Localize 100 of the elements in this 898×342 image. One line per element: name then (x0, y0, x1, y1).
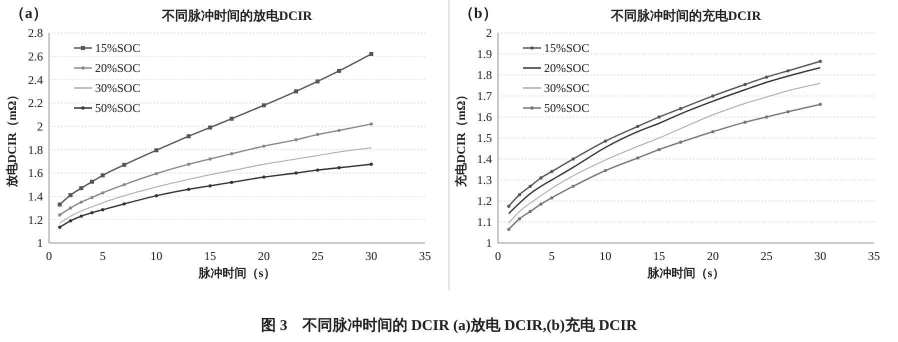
y-tick-label: 2 (37, 120, 43, 134)
point (80, 214, 83, 218)
y-tick-label: 1.8 (28, 142, 43, 157)
y-tick-label: 1.5 (477, 131, 492, 146)
point (539, 176, 543, 180)
point (711, 94, 714, 98)
point (230, 180, 234, 184)
point (90, 180, 94, 184)
y-tick-label: 2 (486, 26, 492, 40)
x-tick-label: 15 (204, 249, 216, 263)
y-tick-label: 2.8 (28, 26, 43, 40)
point (58, 213, 62, 217)
x-tick-label: 10 (150, 249, 162, 263)
point (743, 120, 747, 124)
chart-title: 不同脉冲时间的放电DCIR (160, 8, 313, 23)
y-tick-label: 2.4 (28, 72, 43, 87)
point (679, 140, 682, 144)
x-tick-label: 25 (312, 249, 324, 263)
legend-label: 30%SOC (95, 81, 140, 96)
x-tick-label: 30 (814, 249, 826, 263)
point (370, 162, 373, 166)
point (658, 148, 661, 152)
x-tick-label: 35 (419, 249, 431, 263)
point (262, 175, 266, 179)
point (636, 124, 640, 128)
point (208, 184, 212, 188)
point (518, 217, 522, 220)
point (786, 110, 790, 114)
point (636, 156, 640, 160)
y-tick-label: 1.6 (28, 166, 43, 180)
point (294, 138, 298, 142)
y-tick-label: 1.1 (477, 215, 492, 230)
point (786, 69, 790, 72)
y-axis-title: 放电DCIR（mΩ） (5, 88, 19, 188)
text: （b） (459, 6, 498, 22)
legend-label: 20%SOC (544, 61, 590, 76)
point (711, 130, 714, 134)
point (154, 172, 158, 176)
point (507, 228, 510, 231)
point (604, 168, 608, 172)
x-tick-label: 30 (365, 249, 378, 263)
y-tick-label: 1 (486, 236, 492, 250)
point (208, 157, 212, 161)
point (337, 166, 341, 170)
x-tick-label: 25 (760, 249, 773, 263)
point (337, 68, 342, 73)
point (90, 196, 94, 200)
point (100, 173, 105, 178)
x-tick-label: 5 (100, 249, 106, 263)
point (764, 115, 768, 119)
point (68, 206, 72, 210)
caption: 图 3 不同脉冲时间的 DCIR (a)放电 DCIR,(b)充电 DCIR (261, 316, 638, 334)
y-tick-label: 1.4 (477, 152, 492, 166)
line-series (59, 147, 372, 224)
point (539, 202, 543, 206)
point (80, 200, 83, 204)
x-tick-label: 5 (548, 249, 555, 263)
point (550, 196, 554, 200)
y-tick-label: 1 (37, 236, 43, 250)
y-tick-label: 1.4 (28, 190, 43, 204)
point (604, 140, 608, 143)
line-series (58, 122, 373, 217)
x-tick-label: 15 (653, 249, 666, 263)
legend-label: 15%SOC (95, 41, 140, 56)
legend-label: 50%SOC (544, 101, 590, 116)
point (58, 202, 62, 206)
point (187, 188, 190, 191)
text: （a） (10, 6, 48, 22)
point (370, 122, 373, 126)
chart-title: 不同脉冲时间的充电DCIR (610, 8, 762, 23)
point (154, 148, 158, 152)
point (122, 162, 126, 167)
point (507, 204, 510, 208)
x-tick-label: 0 (46, 249, 52, 263)
point (818, 60, 822, 63)
line-series (507, 102, 822, 231)
x-tick-label: 0 (495, 249, 501, 263)
point (528, 210, 532, 214)
point (316, 168, 320, 172)
point (187, 162, 190, 166)
point (186, 134, 191, 138)
x-axis-title: 脉冲时间（s） (198, 266, 276, 280)
point (101, 191, 104, 194)
point (294, 89, 298, 94)
point (658, 115, 661, 119)
point (230, 116, 234, 121)
legend-label: 50%SOC (95, 101, 140, 116)
x-tick-label: 35 (868, 249, 880, 263)
point (230, 152, 234, 156)
point (68, 193, 72, 198)
point (337, 128, 341, 132)
legend-label: 15%SOC (544, 41, 590, 56)
x-axis-title: 脉冲时间（s） (646, 266, 724, 280)
point (518, 193, 522, 196)
point (679, 107, 682, 110)
point (572, 184, 575, 188)
point (572, 157, 575, 161)
point (262, 103, 266, 108)
point (208, 126, 212, 130)
legend-label: 20%SOC (95, 61, 140, 76)
